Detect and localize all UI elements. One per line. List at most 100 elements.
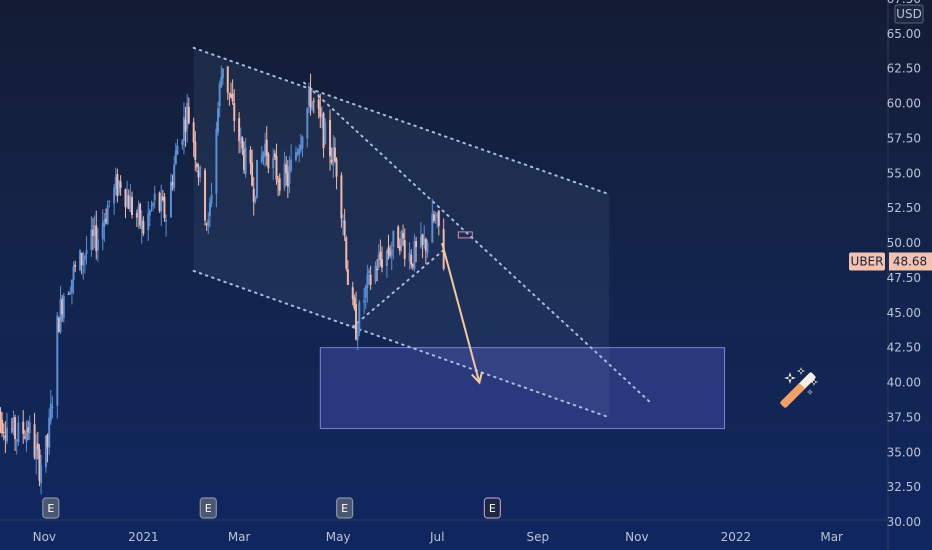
x-tick-label: Nov <box>625 530 648 544</box>
candle-body <box>265 139 268 156</box>
candle-body <box>389 251 392 256</box>
candle-body <box>80 252 83 266</box>
candle-body <box>83 255 86 260</box>
candle-body <box>364 285 367 298</box>
candle-body <box>355 304 358 340</box>
y-tick-label: 35.00 <box>887 445 921 459</box>
candle-body <box>436 213 439 219</box>
earnings-marker-box <box>483 497 501 519</box>
sparkle <box>797 367 805 375</box>
y-tick-label: 50.00 <box>887 236 921 250</box>
candle-body <box>290 159 293 171</box>
candle-body <box>306 108 309 139</box>
candle-body <box>398 245 401 251</box>
candle-body <box>79 250 82 271</box>
candle-body <box>221 68 224 78</box>
candle-body <box>150 205 153 207</box>
candle-body <box>205 223 208 225</box>
candle-body <box>408 252 411 262</box>
x-tick-label: Mar <box>228 530 251 544</box>
candle-body <box>239 136 242 144</box>
candle-body <box>249 149 252 164</box>
candle-body <box>366 274 369 288</box>
candle-body <box>426 242 429 253</box>
candle-body <box>218 83 221 107</box>
x-tick-label: 2022 <box>721 530 752 544</box>
candle-body <box>113 187 116 204</box>
earnings-marker-box <box>199 497 217 519</box>
candle-body <box>356 332 359 341</box>
candle-body <box>434 219 437 222</box>
candle-body <box>432 214 435 221</box>
candle-body <box>187 106 190 124</box>
candle-body <box>25 431 28 442</box>
candle-body <box>195 163 198 168</box>
candle-body <box>57 318 60 333</box>
y-tick-label: 55.00 <box>887 166 921 180</box>
candle-body <box>0 411 2 422</box>
candle-body <box>40 465 43 484</box>
candle-body <box>377 254 380 268</box>
x-tick-label: Sep <box>527 530 550 544</box>
trend-line-2 <box>192 269 611 419</box>
candle-body <box>69 292 72 294</box>
candle-body <box>431 213 434 243</box>
candle-body <box>2 431 5 433</box>
candle-body <box>273 153 276 158</box>
earnings-marker-label: E <box>205 502 212 515</box>
candles <box>0 65 445 495</box>
candle-body <box>277 180 280 183</box>
candle-body <box>48 417 51 448</box>
candle-body <box>93 225 96 236</box>
candle-body <box>158 192 161 211</box>
x-tick-label: Mar <box>820 530 843 544</box>
y-tick-label: 42.50 <box>887 341 921 355</box>
candle-body <box>82 259 85 266</box>
earnings-marker[interactable]: E <box>199 497 217 519</box>
candle-body <box>22 421 25 434</box>
candle-body <box>243 149 246 170</box>
candle-body <box>217 108 220 133</box>
candle-body <box>307 88 310 106</box>
candle-body <box>400 231 403 247</box>
projection-arrow <box>441 242 481 383</box>
candle-body <box>267 153 270 169</box>
candle-body <box>161 196 164 201</box>
candle-body <box>423 239 426 244</box>
magic-wand-icon <box>780 372 816 408</box>
sparkle <box>807 389 813 395</box>
earnings-marker[interactable]: E <box>483 497 501 519</box>
candle-body <box>403 240 406 259</box>
candle-body <box>44 435 47 468</box>
candle-body <box>351 287 354 300</box>
candle-body <box>324 122 327 145</box>
candle-body <box>387 247 390 253</box>
candle-body <box>208 202 211 217</box>
earnings-marker[interactable]: E <box>42 497 60 519</box>
candle-body <box>85 250 88 255</box>
earnings-marker-label: E <box>341 502 348 515</box>
candle-body <box>160 196 163 212</box>
candle-body <box>61 299 64 315</box>
sparkle <box>784 372 796 384</box>
candle-body <box>230 94 233 98</box>
candle-body <box>181 140 184 145</box>
x-tick-label: May <box>326 530 351 544</box>
candle-body <box>402 232 405 239</box>
candle-body <box>380 259 383 268</box>
y-tick-label: 52.50 <box>887 201 921 215</box>
projection-arrow-head <box>471 371 483 385</box>
earnings-marker[interactable]: E <box>336 497 354 519</box>
candle-body <box>260 155 263 163</box>
candle-body <box>199 166 202 178</box>
candle-body <box>220 77 223 88</box>
candle-body <box>153 193 156 201</box>
candle-body <box>210 194 213 204</box>
candle-body <box>204 170 207 221</box>
candle-body <box>298 148 301 156</box>
candle-body <box>5 427 8 442</box>
candle-body <box>286 172 289 187</box>
y-tick-label: 30.00 <box>887 515 921 529</box>
